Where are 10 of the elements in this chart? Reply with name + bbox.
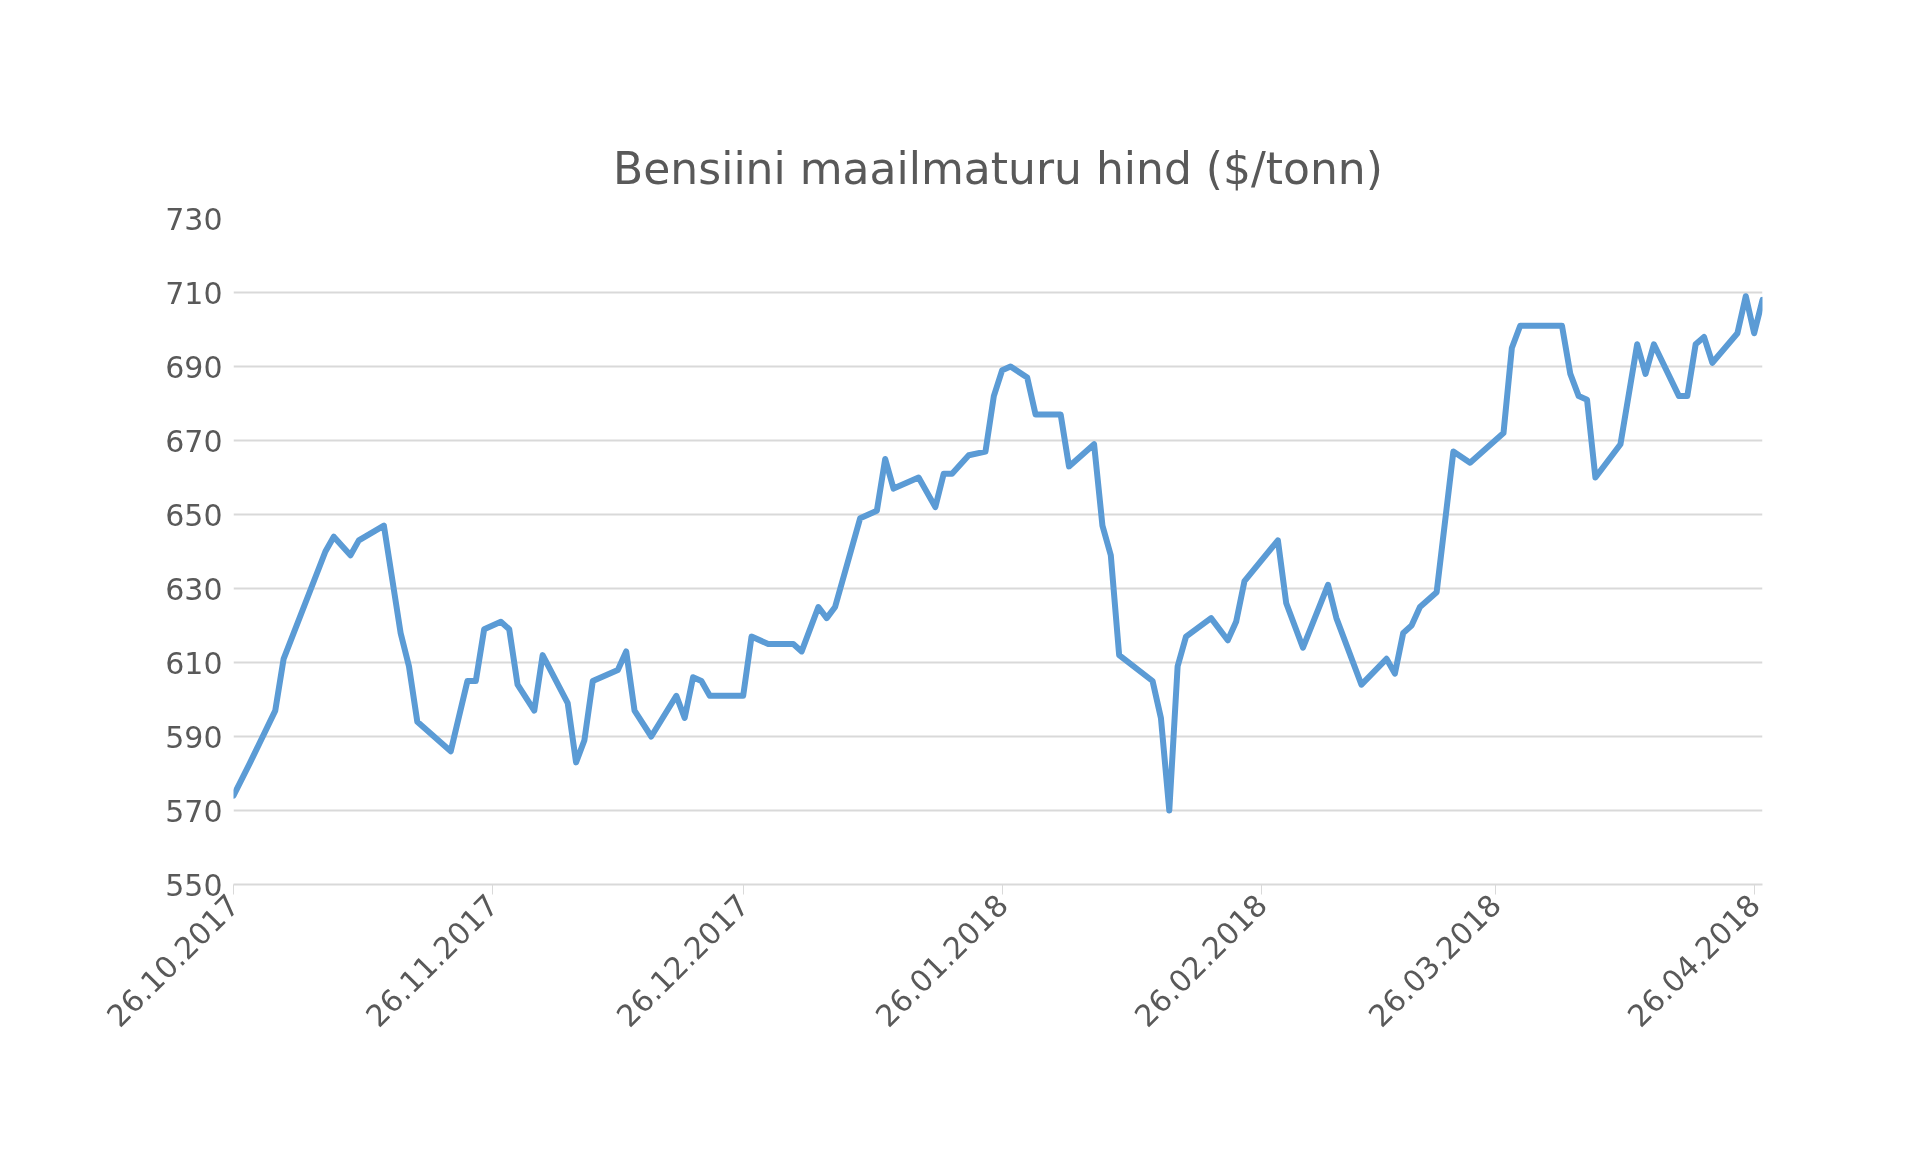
y-tick-label: 730 — [165, 201, 223, 237]
y-tick-label: 670 — [165, 423, 223, 459]
y-tick-label: 690 — [165, 349, 223, 385]
chart-title: Bensiini maailmaturu hind ($/tonn) — [613, 142, 1383, 194]
y-tick-label: 610 — [165, 645, 223, 681]
y-tick-label: 710 — [165, 275, 223, 311]
y-tick-label: 590 — [165, 719, 223, 755]
y-tick-label: 570 — [165, 793, 223, 829]
y-tick-label: 630 — [165, 571, 223, 607]
y-tick-label: 650 — [165, 497, 223, 533]
